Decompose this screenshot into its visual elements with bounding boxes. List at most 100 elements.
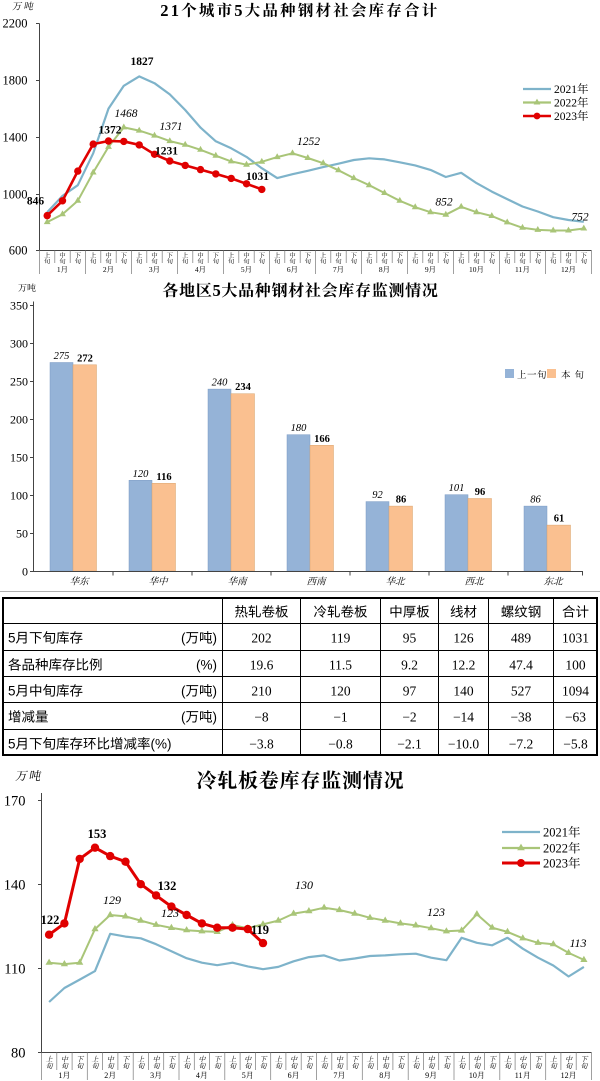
svg-text:5: 5 — [213, 281, 222, 300]
svg-text:50: 50 — [16, 527, 28, 541]
svg-text:1000: 1000 — [3, 188, 28, 202]
svg-text:−5.8: −5.8 — [563, 737, 588, 752]
svg-text:6: 6 — [287, 265, 291, 274]
svg-text:166: 166 — [314, 434, 330, 445]
svg-text:−7.2: −7.2 — [509, 737, 534, 752]
svg-text:126: 126 — [453, 631, 474, 646]
svg-text:130: 130 — [295, 878, 313, 892]
svg-text:210: 210 — [251, 684, 272, 699]
svg-text:752: 752 — [571, 212, 589, 224]
svg-text:153: 153 — [88, 827, 107, 841]
svg-text:600: 600 — [9, 244, 28, 258]
svg-text:852: 852 — [435, 197, 453, 209]
svg-text:−38: −38 — [510, 710, 531, 725]
svg-text:350: 350 — [10, 299, 28, 313]
svg-text:2021: 2021 — [554, 84, 577, 96]
svg-text:2022: 2022 — [554, 98, 577, 110]
svg-text:300: 300 — [10, 337, 28, 351]
svg-text:2021: 2021 — [543, 826, 568, 840]
svg-text:6: 6 — [288, 1071, 292, 1080]
svg-text:(: ( — [181, 631, 186, 646]
svg-text:): ) — [213, 710, 218, 725]
svg-text:−0.8: −0.8 — [328, 737, 353, 752]
svg-text:116: 116 — [156, 472, 171, 483]
svg-text:122: 122 — [41, 913, 60, 927]
svg-text:527: 527 — [511, 684, 532, 699]
svg-text:5: 5 — [234, 1, 244, 20]
svg-text:96: 96 — [475, 487, 486, 498]
svg-text:(: ( — [181, 684, 186, 699]
svg-text:21: 21 — [160, 1, 181, 20]
svg-text:12: 12 — [561, 1071, 569, 1080]
svg-text:−63: −63 — [565, 710, 586, 725]
svg-text:−14: −14 — [453, 710, 474, 725]
svg-text:2023: 2023 — [543, 857, 568, 871]
svg-text:1468: 1468 — [115, 108, 138, 120]
svg-text:275: 275 — [54, 351, 70, 362]
svg-text:12.2: 12.2 — [452, 658, 476, 673]
svg-text:1252: 1252 — [297, 136, 320, 148]
svg-text:140: 140 — [4, 878, 26, 894]
svg-text:234: 234 — [235, 382, 252, 393]
svg-text:−2: −2 — [402, 710, 416, 725]
svg-text:240: 240 — [212, 378, 229, 389]
svg-text:5: 5 — [242, 1071, 246, 1080]
svg-text:119: 119 — [331, 631, 351, 646]
svg-text:80: 80 — [11, 1046, 26, 1062]
svg-text:): ) — [213, 631, 218, 646]
svg-text:(%): (%) — [196, 658, 217, 673]
svg-text:100: 100 — [10, 489, 28, 503]
svg-text:19.6: 19.6 — [250, 658, 274, 673]
svg-text:11: 11 — [515, 1071, 523, 1080]
svg-text:86: 86 — [396, 495, 407, 506]
svg-text:61: 61 — [554, 514, 565, 525]
svg-text:1231: 1231 — [155, 146, 178, 158]
svg-text:1: 1 — [57, 265, 61, 274]
svg-text:1031: 1031 — [246, 171, 269, 183]
svg-text:4: 4 — [195, 265, 199, 274]
svg-text:92: 92 — [372, 490, 383, 501]
svg-text:−3.8: −3.8 — [249, 737, 274, 752]
svg-text:132: 132 — [158, 879, 177, 893]
svg-text:113: 113 — [569, 936, 586, 950]
svg-text:2022: 2022 — [543, 842, 568, 856]
svg-text:119: 119 — [251, 923, 269, 937]
svg-text:5: 5 — [8, 684, 16, 699]
svg-text:(%): (%) — [151, 737, 172, 752]
svg-text:489: 489 — [511, 631, 532, 646]
svg-text:0: 0 — [22, 565, 28, 579]
svg-text:1094: 1094 — [562, 684, 589, 699]
svg-text:12: 12 — [561, 265, 569, 274]
svg-text:123: 123 — [161, 906, 179, 920]
svg-text:120: 120 — [133, 469, 150, 480]
svg-text:1372: 1372 — [99, 125, 122, 137]
svg-text:5: 5 — [8, 737, 16, 752]
svg-text:140: 140 — [453, 684, 474, 699]
svg-text:120: 120 — [330, 684, 351, 699]
svg-text:170: 170 — [4, 794, 26, 810]
svg-text:2: 2 — [104, 1071, 108, 1080]
svg-text:200: 200 — [10, 413, 28, 427]
svg-text:101: 101 — [449, 483, 465, 494]
svg-text:5: 5 — [241, 265, 245, 274]
svg-text:−1: −1 — [333, 710, 347, 725]
svg-text:1371: 1371 — [160, 121, 183, 133]
svg-text:272: 272 — [77, 353, 93, 364]
svg-text:1827: 1827 — [131, 56, 154, 68]
svg-text:3: 3 — [149, 265, 153, 274]
svg-text:9.2: 9.2 — [401, 658, 418, 673]
svg-text:11: 11 — [515, 265, 522, 274]
svg-text:3: 3 — [150, 1071, 154, 1080]
svg-text:1400: 1400 — [3, 131, 28, 145]
svg-text:1031: 1031 — [562, 631, 589, 646]
svg-text:95: 95 — [403, 631, 417, 646]
svg-text:110: 110 — [4, 962, 25, 978]
svg-text:100: 100 — [565, 658, 586, 673]
svg-text:129: 129 — [103, 893, 121, 907]
svg-text:9: 9 — [425, 1071, 429, 1080]
svg-text:11.5: 11.5 — [329, 658, 352, 673]
svg-text:7: 7 — [333, 1071, 337, 1080]
svg-text:1800: 1800 — [3, 74, 28, 88]
svg-text:180: 180 — [291, 423, 308, 434]
svg-text:): ) — [213, 684, 218, 699]
